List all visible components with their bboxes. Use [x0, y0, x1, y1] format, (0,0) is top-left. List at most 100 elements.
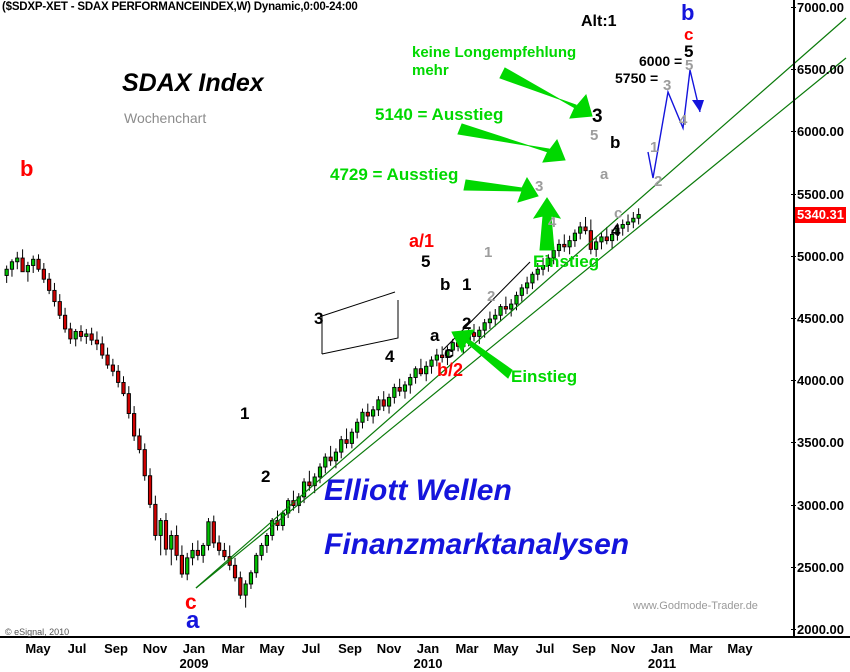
wave-label-a-2: a [186, 607, 200, 634]
arrow-ausstieg-4729 [463, 176, 539, 203]
candlestick-series [4, 208, 641, 608]
wave-label-1-3: 1 [240, 404, 250, 423]
date-tick-12: May [493, 641, 519, 656]
price-tick-mark [791, 193, 796, 195]
wave-label-1-25: 1 [650, 139, 659, 156]
price-tick-mark [791, 131, 796, 133]
wave-label-2-14: 2 [462, 314, 472, 333]
price-tick-mark [791, 629, 796, 630]
wave-label-b-32: b [681, 0, 695, 25]
price-tick-mark [791, 566, 796, 568]
arrow-ausstieg-5140 [457, 123, 566, 163]
date-tick-17: Mar [689, 641, 713, 656]
wave-label-4-24: 4 [611, 221, 621, 240]
wave-label-1-13: 1 [462, 275, 472, 294]
price-tick-mark [791, 69, 796, 71]
wave-label-5-30: 5 [684, 42, 694, 61]
price-tick-mark [791, 7, 796, 8]
wave-label-c-1: c [185, 591, 197, 614]
wave-label-2-26: 2 [654, 173, 663, 190]
date-tick-6: May [259, 641, 285, 656]
price-tick-5500: 5500.00 [791, 188, 844, 201]
date-tick-8: Sep [338, 641, 362, 656]
price-tick-6000: 6000.00 [791, 125, 844, 138]
wave-label-b-21: b [610, 133, 621, 152]
date-tick-5: Mar [221, 641, 245, 656]
target-label-5750: 5750 = [615, 70, 659, 86]
annotation-ausstieg-4729: 4729 = Ausstieg [330, 165, 459, 184]
last-price-badge: 5340.31 [795, 207, 846, 224]
alt-count-label: Alt:1 [581, 13, 617, 30]
wave-label-a-1-7: a/1 [409, 231, 435, 251]
chart-header-title: ($SDXP-XET - SDAX PERFORMANCEINDEX,W) Dy… [2, 1, 358, 13]
forecast-projection [647, 69, 704, 179]
price-tick-mark [791, 442, 796, 444]
wave-label-c-31: c [684, 25, 694, 44]
wave-label-2-16: 2 [487, 288, 496, 305]
forecast-path [647, 69, 701, 179]
wave-label-2-4: 2 [261, 467, 271, 486]
wave-label-3-27: 3 [663, 77, 672, 94]
price-tick-7000: 7000.00 [791, 1, 844, 14]
price-tick-3500: 3500.00 [791, 436, 844, 449]
arrow-einstieg-lower [451, 329, 513, 379]
date-tick-3: Nov [142, 641, 168, 656]
price-tick-2000: 2000.00 [791, 623, 844, 636]
forecast-arrowhead [692, 100, 704, 112]
arrow-einstieg-upper [532, 197, 562, 251]
price-tick-6500: 6500.00 [791, 63, 844, 76]
annotation-einstieg-upper: Einstieg [533, 252, 600, 271]
wave-label-5-29: 5 [685, 57, 694, 74]
date-tick-11: Mar [455, 641, 479, 656]
target-label-6000: 6000 = [639, 53, 683, 69]
annotation-einstieg-lower: Einstieg [511, 367, 578, 386]
wave-label-a-22: a [600, 166, 609, 183]
wave-label-4-6: 4 [385, 347, 395, 366]
annotation-ausstieg-5140: 5140 = Ausstieg [375, 105, 504, 124]
date-year-2010: 2010 [413, 656, 443, 671]
wave-label-b-2-12: b/2 [437, 360, 464, 380]
wave-label-3-19: 3 [592, 106, 603, 127]
price-tick-3000: 3000.00 [791, 499, 844, 512]
price-tick-mark [791, 318, 796, 319]
date-tick-2: Sep [104, 641, 128, 656]
date-tick-7: Jul [301, 641, 321, 656]
trendline-upper [195, 17, 847, 589]
date-year-2009: 2009 [179, 656, 209, 671]
date-tick-10: Jan [416, 641, 440, 656]
price-tick-2500: 2500.00 [791, 561, 844, 574]
wave-label-c-23: c [614, 205, 623, 222]
brand-line-1: Elliott Wellen [324, 474, 512, 507]
trendline-lower [195, 57, 847, 589]
page-title: SDAX Index [122, 69, 264, 97]
wave-label-4-28: 4 [679, 112, 688, 129]
wave-label-5-8: 5 [421, 252, 431, 271]
price-tick-4000: 4000.00 [791, 374, 844, 387]
date-tick-1: Jul [67, 641, 87, 656]
date-tick-16: Jan [650, 641, 674, 656]
wave-label-b-0: b [20, 156, 34, 181]
price-tick-mark [791, 380, 796, 382]
date-tick-15: Nov [610, 641, 636, 656]
wave-label-c-11: c [444, 343, 454, 362]
price-tick-mark [791, 504, 796, 506]
copyright-notice: © eSignal, 2010 [5, 627, 70, 637]
brand-line-2: Finanzmarktanalysen [324, 528, 630, 561]
wave-label-a-10: a [430, 326, 440, 345]
date-tick-18: May [727, 641, 753, 656]
date-axis-line [0, 636, 850, 638]
price-tick-mark [791, 255, 796, 257]
wave-label-3-5: 3 [314, 309, 324, 328]
date-tick-13: Jul [535, 641, 555, 656]
date-tick-14: Sep [572, 641, 596, 656]
wave-label-5-20: 5 [590, 127, 599, 144]
wave-label-1-15: 1 [484, 244, 493, 261]
wave-label-b-9: b [440, 275, 451, 294]
price-tick-4500: 4500.00 [791, 312, 844, 325]
annotation-keine-longempfehlung-line1: keine Longempfehlung [412, 44, 577, 61]
date-tick-0: May [25, 641, 51, 656]
flag-pattern [321, 291, 399, 355]
wave-label-4-18: 4 [548, 214, 557, 231]
watermark: www.Godmode-Trader.de [633, 600, 758, 612]
